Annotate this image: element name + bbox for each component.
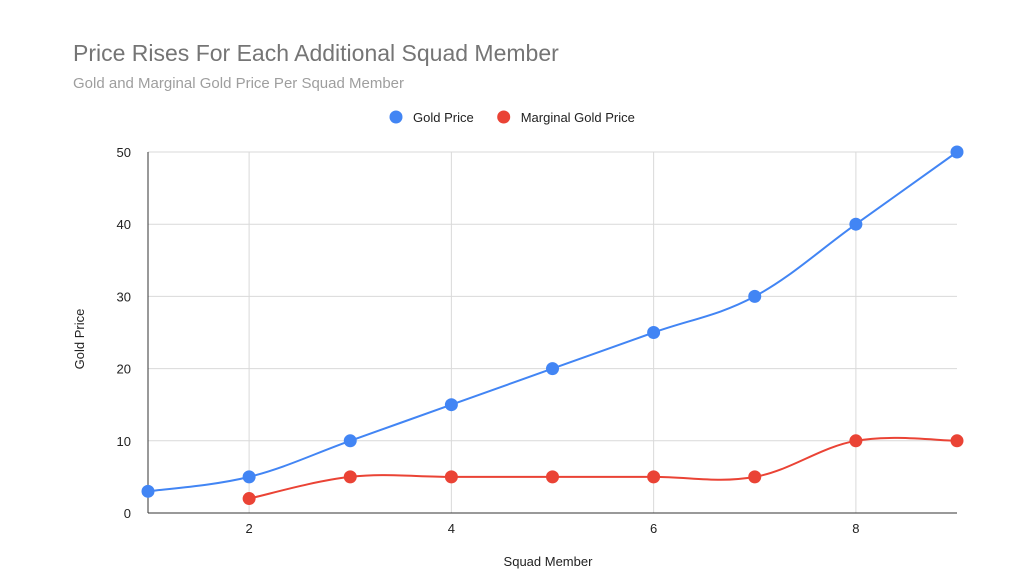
- series-lines: [147, 151, 958, 500]
- data-point: [343, 434, 357, 448]
- data-point: [748, 470, 762, 484]
- data-point: [647, 470, 661, 484]
- legend-marker: [497, 110, 511, 124]
- x-axis-label: Squad Member: [504, 554, 594, 569]
- legend: Gold Price Marginal Gold Price: [389, 110, 635, 125]
- y-tick-label: 40: [117, 217, 131, 232]
- data-point: [950, 434, 964, 448]
- y-tick-label: 30: [117, 289, 131, 304]
- data-point: [242, 470, 256, 484]
- data-point: [242, 492, 256, 506]
- data-point: [546, 362, 559, 376]
- series-line-1: [248, 436, 958, 500]
- chart-subtitle: Gold and Marginal Gold Price Per Squad M…: [73, 75, 404, 92]
- legend-label: Gold Price: [413, 110, 474, 125]
- data-point: [647, 326, 661, 339]
- x-tick-label: 2: [246, 521, 253, 536]
- data-point: [849, 434, 863, 448]
- grid: [148, 151, 957, 513]
- y-axis-label: Gold Price: [72, 309, 87, 370]
- data-point: [141, 484, 155, 498]
- y-tick-label: 20: [117, 362, 131, 377]
- y-tick-label: 0: [124, 506, 131, 521]
- data-point: [546, 470, 559, 484]
- x-tick-label: 4: [448, 521, 455, 536]
- series-points: [141, 145, 964, 506]
- data-point: [849, 217, 863, 231]
- x-tick-label: 8: [852, 521, 859, 536]
- data-point: [950, 145, 964, 159]
- axes: 0 10 20 30 40 50 2 4 6 8: [117, 145, 957, 536]
- x-tick-label: 6: [650, 521, 657, 536]
- y-tick-label: 50: [117, 145, 131, 160]
- chart-title: Price Rises For Each Additional Squad Me…: [73, 40, 559, 66]
- legend-marker: [389, 110, 403, 124]
- data-point: [343, 470, 357, 484]
- data-point: [444, 398, 458, 412]
- data-point: [748, 289, 762, 303]
- data-point: [444, 470, 458, 484]
- legend-label: Marginal Gold Price: [521, 110, 635, 125]
- y-tick-label: 10: [117, 434, 131, 449]
